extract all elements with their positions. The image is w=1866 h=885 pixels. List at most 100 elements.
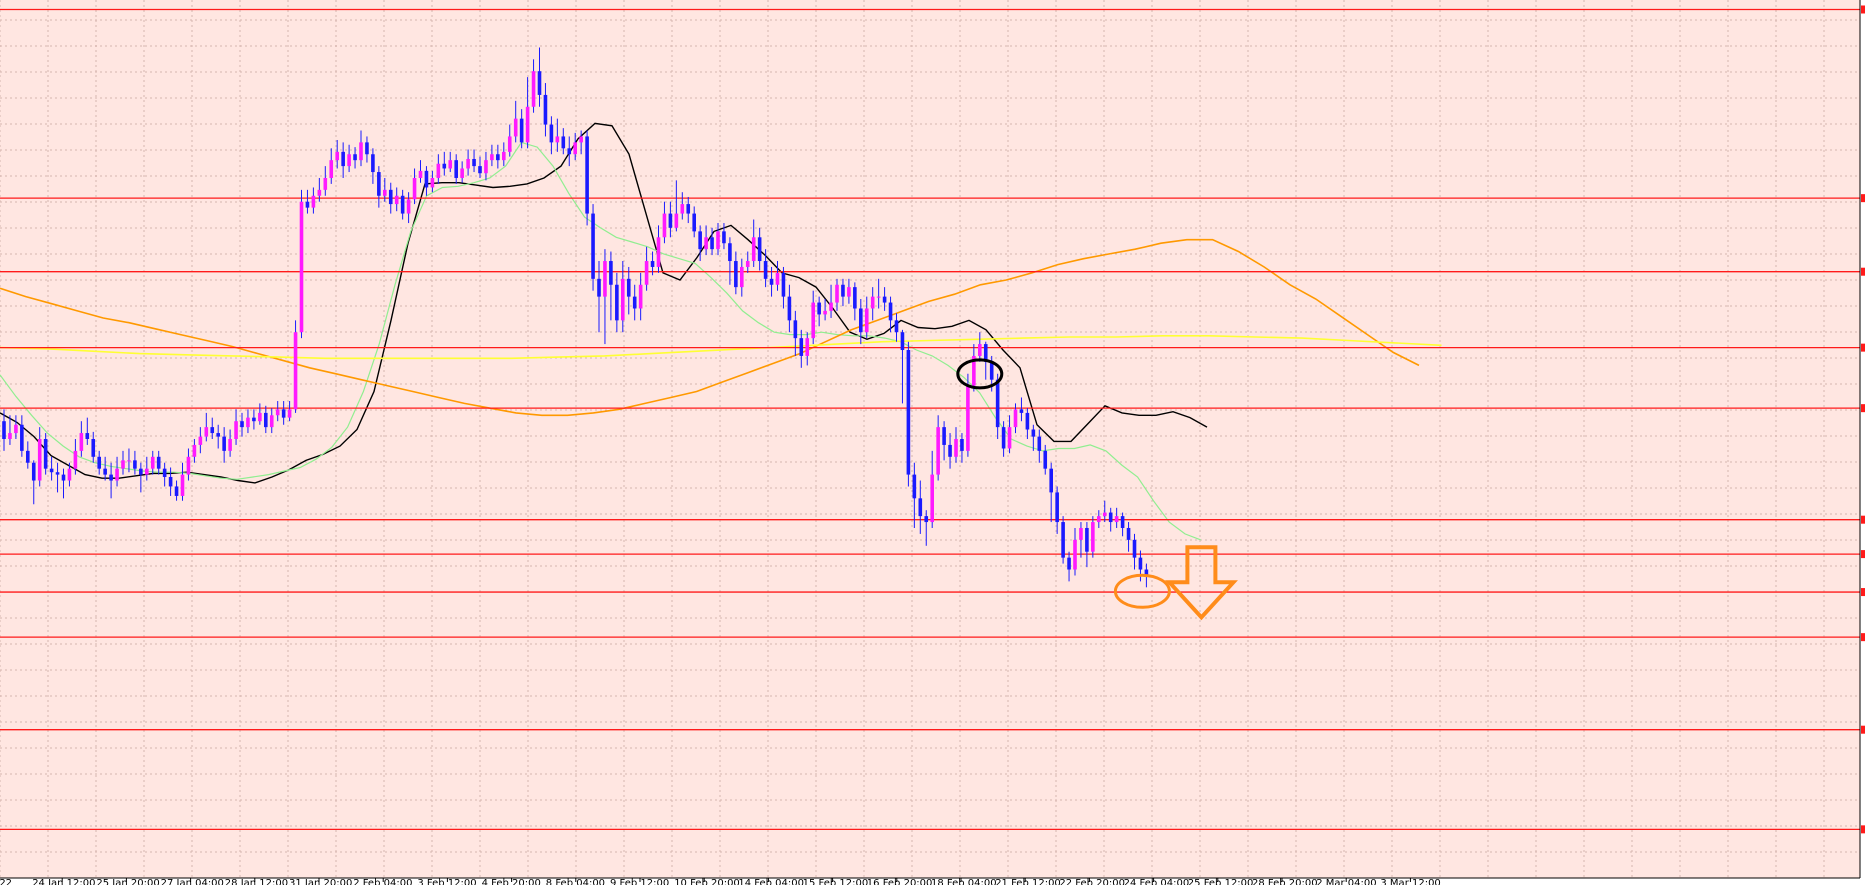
candle-bear — [478, 166, 482, 174]
candle-bull — [978, 344, 982, 356]
price-scale-level-tag — [1861, 515, 1865, 524]
candle-bull — [287, 409, 292, 418]
down-arrow-icon — [1164, 545, 1238, 621]
candle-bear — [942, 427, 946, 445]
candle-bear — [424, 170, 429, 188]
candle-bear — [585, 136, 589, 214]
candle-bear — [43, 439, 48, 469]
candle-bull — [603, 261, 607, 297]
price-scale-level-tag — [1861, 588, 1865, 597]
candle-bear — [698, 231, 702, 250]
candle-bear — [757, 237, 762, 262]
candles — [2, 47, 1149, 588]
candle-bull — [674, 213, 679, 228]
candle-bear — [948, 444, 952, 457]
candle-bull — [293, 332, 298, 410]
candle-bear — [549, 124, 554, 143]
candle-bear — [722, 231, 726, 244]
ellipse-marker-icon — [956, 358, 1004, 390]
candle-bull — [275, 409, 280, 416]
candle-bear — [960, 439, 964, 451]
candle-bear — [49, 468, 54, 473]
candle-bull — [1091, 522, 1095, 552]
x-tick-label: 27 Jan 04:00 — [161, 878, 224, 885]
candle-bear — [31, 462, 36, 481]
x-tick-label: 22 Feb 20:00 — [1059, 878, 1125, 885]
x-tick-label: 25 Feb 12:00 — [1188, 878, 1254, 885]
candle-bull — [127, 460, 131, 462]
candle-bear — [371, 154, 375, 173]
candle-bear — [365, 142, 369, 155]
candle-bull — [1007, 427, 1012, 449]
candle-bear — [442, 163, 447, 169]
x-tick-label: 18 Feb 04:00 — [931, 878, 997, 885]
candle-bull — [484, 160, 488, 174]
candle-bear — [1138, 557, 1143, 570]
candle-bull — [531, 71, 536, 107]
candle-bull — [412, 177, 417, 200]
candle-bull — [347, 154, 351, 167]
candle-bull — [966, 385, 970, 451]
candle-bear — [1031, 429, 1036, 437]
candle-bear — [989, 361, 994, 380]
annotations — [956, 358, 1238, 621]
candle-bear — [1120, 516, 1125, 528]
moving-average-yellow — [0, 334, 1442, 360]
candle-bull — [180, 474, 185, 496]
candle-bear — [597, 278, 601, 297]
x-tick-label: 24 Jan 12:00 — [32, 878, 95, 885]
candle-bull — [460, 168, 464, 178]
candle-bear — [567, 148, 572, 155]
candle-bear — [55, 472, 60, 475]
candle-bull — [775, 272, 780, 285]
candle-bull — [930, 474, 934, 523]
candle-bull — [234, 421, 238, 439]
candle-bear — [912, 474, 917, 499]
candle-bear — [353, 154, 357, 161]
candle-bull — [246, 417, 250, 428]
right-edge-scale — [1860, 0, 1866, 878]
candle-bear — [139, 468, 143, 475]
candle-bull — [507, 136, 512, 152]
candle-bull — [329, 160, 334, 178]
candle-bear — [454, 160, 458, 178]
candle-bull — [430, 177, 435, 188]
candle-bear — [252, 417, 256, 422]
candle-bull — [662, 213, 667, 238]
candle-bull — [228, 439, 232, 451]
candle-bear — [377, 172, 381, 196]
candle-bear — [859, 308, 863, 333]
candle-bear — [894, 320, 899, 333]
candle-bear — [728, 243, 732, 262]
candle-bear — [983, 344, 988, 362]
price-scale-level-tag — [1861, 267, 1865, 276]
price-scale-level-tag — [1861, 633, 1865, 642]
candle-bull — [656, 237, 661, 267]
candle-bear — [787, 296, 792, 321]
candle-bear — [686, 204, 691, 214]
candle-bear — [561, 136, 566, 149]
candle-bull — [150, 456, 155, 469]
candle-bear — [264, 412, 268, 428]
candle-bull — [383, 189, 387, 196]
candle-bear — [61, 474, 66, 481]
candle-bear — [1025, 412, 1030, 430]
x-tick-label: 28 Jan 12:00 — [225, 878, 288, 885]
candle-bear — [906, 350, 911, 475]
candle-bear — [85, 433, 90, 439]
x-tick-label: 25 Jan 20:00 — [96, 878, 159, 885]
price-scale-level-tag — [1861, 194, 1865, 203]
candle-bear — [20, 424, 24, 451]
candle-bull — [37, 439, 42, 481]
candle-bear — [109, 474, 113, 481]
candle-bull — [335, 151, 339, 161]
candle-bear — [472, 158, 476, 167]
candle-bull — [490, 154, 494, 161]
candle-bull — [525, 106, 530, 143]
candle-bear — [615, 284, 619, 321]
candle-bull — [1013, 409, 1018, 428]
candle-bear — [1049, 468, 1053, 493]
candle-bear — [519, 118, 524, 143]
